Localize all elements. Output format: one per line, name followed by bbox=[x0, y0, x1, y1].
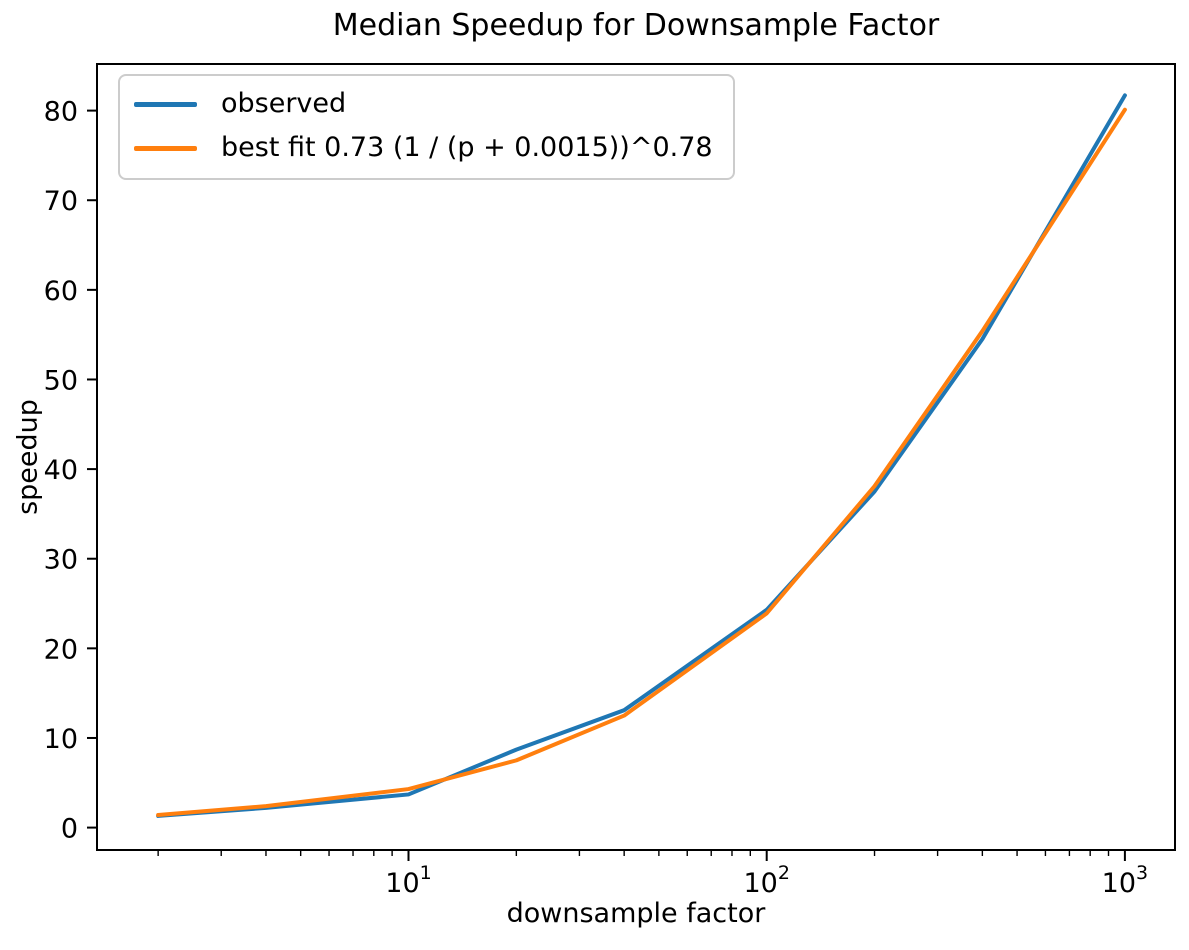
x-axis-tick-label: 101 bbox=[385, 862, 431, 899]
x-tick-base: 10 bbox=[1102, 868, 1136, 899]
x-tick-exponent: 3 bbox=[1136, 862, 1148, 884]
legend: observed best fit 0.73 (1 / (p + 0.0015)… bbox=[118, 74, 735, 180]
x-axis-tick-label: 103 bbox=[1102, 862, 1148, 899]
x-axis-tick-label: 102 bbox=[743, 862, 789, 899]
legend-label: observed bbox=[221, 88, 347, 119]
legend-entry: best fit 0.73 (1 / (p + 0.0015))^0.78 bbox=[134, 130, 713, 166]
y-axis-tick-label: 40 bbox=[44, 455, 78, 486]
plot-spine bbox=[96, 63, 1176, 851]
legend-line-sample-icon bbox=[134, 101, 197, 107]
legend-entry: observed bbox=[134, 86, 713, 122]
x-tick-exponent: 2 bbox=[778, 862, 790, 884]
y-axis-tick-label: 80 bbox=[44, 97, 78, 128]
legend-label: best fit 0.73 (1 / (p + 0.0015))^0.78 bbox=[221, 132, 713, 163]
y-axis-tick-label: 70 bbox=[44, 186, 78, 217]
y-axis-tick-label: 50 bbox=[44, 365, 78, 396]
y-axis-tick-label: 10 bbox=[44, 724, 78, 755]
x-tick-base: 10 bbox=[385, 868, 419, 899]
y-axis-tick-label: 0 bbox=[61, 814, 78, 845]
y-axis-tick-label: 30 bbox=[44, 545, 78, 576]
y-axis-tick-label: 60 bbox=[44, 276, 78, 307]
x-tick-base: 10 bbox=[743, 868, 777, 899]
series-line-observed bbox=[156, 93, 1127, 818]
x-tick-exponent: 1 bbox=[420, 862, 432, 884]
x-axis-label: downsample factor bbox=[506, 898, 766, 929]
series-line-best-fit bbox=[156, 107, 1127, 818]
chart-title: Median Speedup for Downsample Factor bbox=[332, 8, 940, 43]
y-axis-tick-label: 20 bbox=[44, 634, 78, 665]
legend-line-sample-icon bbox=[134, 145, 197, 151]
